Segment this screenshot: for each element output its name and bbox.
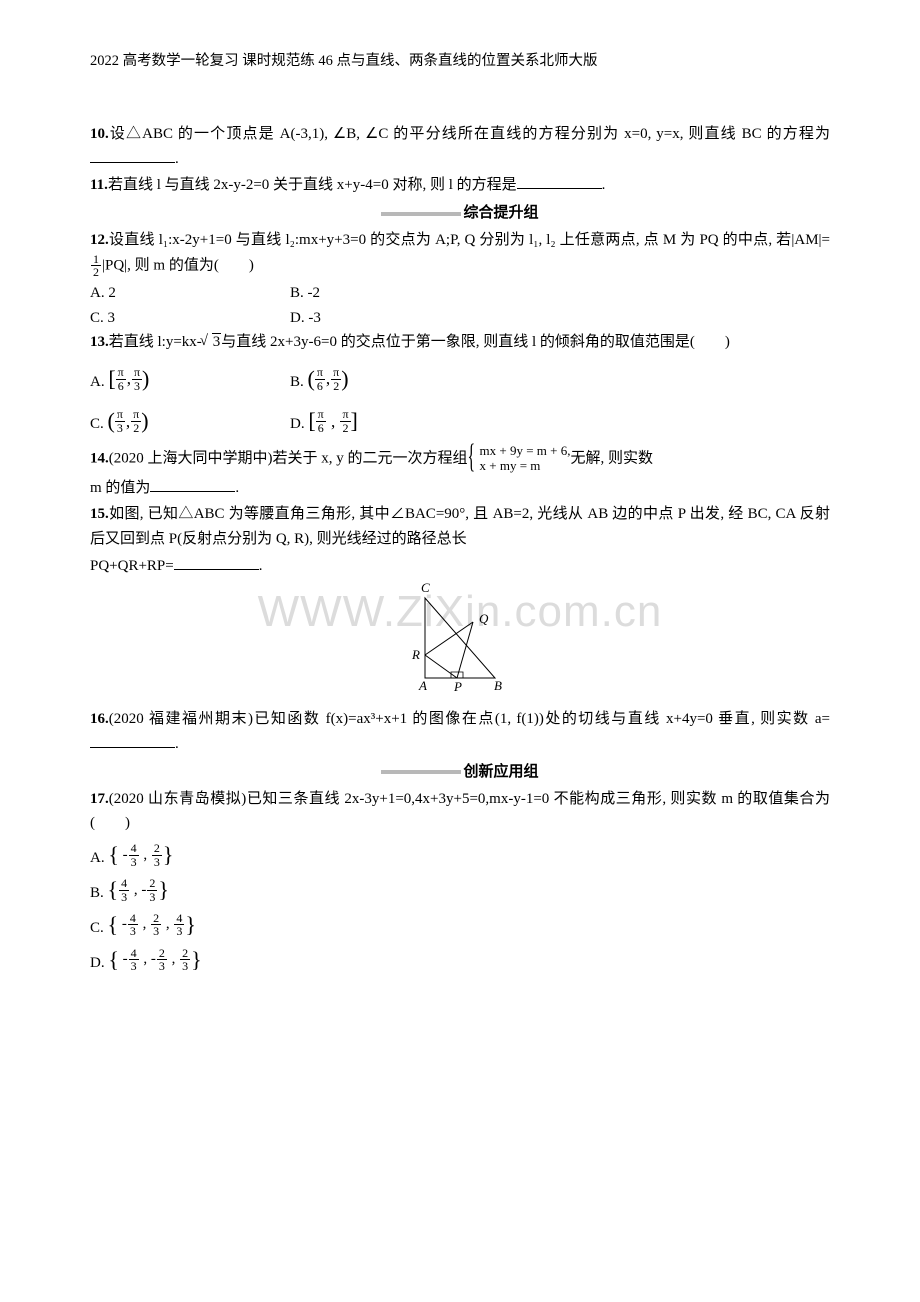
q15-text-a: 如图, 已知△ABC 为等腰直角三角形, 其中∠BAC=90°, 且 AB=2,… <box>90 506 830 547</box>
section-title-1: 综合提升组 <box>463 205 538 221</box>
q12-opt-a: A. 2 <box>90 281 290 306</box>
triangle-diagram: C Q R A P B <box>395 583 525 693</box>
q15-figure: C Q R A P B <box>90 583 830 702</box>
svg-text:B: B <box>494 678 502 693</box>
q13-num: 13. <box>90 334 109 350</box>
q13-opt-c: C. (π3,π2) <box>90 403 290 439</box>
q15-text-b: PQ+QR+RP= <box>90 558 174 574</box>
q13-sqrt: 3 <box>202 330 222 355</box>
q12-options: A. 2 B. -2 <box>90 281 830 306</box>
q12-num: 12. <box>90 232 109 248</box>
section-comprehensive: 综合提升组 <box>90 201 830 226</box>
q15-blank <box>174 554 259 570</box>
q16-text-b: . <box>175 736 179 752</box>
q17-options: A. { -43 , 23} B. {43 , -23} C. { -43 , … <box>90 842 830 975</box>
svg-text:A: A <box>418 678 427 693</box>
q13-opt-a: A. [π6,π3) <box>90 361 290 397</box>
q14b: m 的值为. <box>90 476 830 501</box>
q13-opt-b: B. (π6,π2) <box>290 361 490 397</box>
q17-num: 17. <box>90 791 109 807</box>
q10: 10.设△ABC 的一个顶点是 A(-3,1), ∠B, ∠C 的平分线所在直线… <box>90 122 830 172</box>
q10-text-a: 设△ABC 的一个顶点是 A(-3,1), ∠B, ∠C 的平分线所在直线的方程… <box>109 126 705 142</box>
q17-opt-b: B. {43 , -23} <box>90 877 830 906</box>
q16: 16.(2020 福建福州期末)已知函数 f(x)=ax³+x+1 的图像在点(… <box>90 707 830 757</box>
q17-opt-c: C. { -43 , 23 , 43} <box>90 912 830 941</box>
q10-text-c: . <box>175 151 179 167</box>
page-header: 2022 高考数学一轮复习 课时规范练 46 点与直线、两条直线的位置关系北师大… <box>90 50 830 74</box>
q15-text-c: . <box>259 558 263 574</box>
section-title-2: 创新应用组 <box>463 764 538 780</box>
q16-blank <box>90 732 175 748</box>
q12-opt-d: D. -3 <box>290 306 490 331</box>
q16-text-a: (2020 福建福州期末)已知函数 f(x)=ax³+x+1 的图像在点(1, … <box>109 711 830 727</box>
q14: 14.(2020 上海大同中学期中)若关于 x, y 的二元一次方程组mx + … <box>90 444 830 474</box>
q12-opt-c: C. 3 <box>90 306 290 331</box>
q10-text-b: 直线 BC 的方程为 <box>705 126 831 142</box>
q12-options-2: C. 3 D. -3 <box>90 306 830 331</box>
q13-options-1: A. [π6,π3) B. (π6,π2) <box>90 361 830 397</box>
q15b: PQ+QR+RP=. <box>90 554 830 579</box>
section-bar-2 <box>381 770 461 774</box>
q14-text-a: (2020 上海大同中学期中)若关于 x, y 的二元一次方程组 <box>109 450 468 466</box>
q12-text-a: 设直线 l₁:x-2y+1=0 与直线 l₂:mx+y+3=0 的交点为 A;P… <box>109 232 830 248</box>
q11-text: 若直线 l 与直线 2x-y-2=0 关于直线 x+y-4=0 对称, 则 l … <box>108 177 517 193</box>
q14-blank <box>150 476 235 492</box>
q17: 17.(2020 山东青岛模拟)已知三条直线 2x-3y+1=0,4x+3y+5… <box>90 787 830 837</box>
q17-text-a: (2020 山东青岛模拟)已知三条直线 2x-3y+1=0,4x+3y+5=0,… <box>90 791 830 832</box>
q11-blank <box>517 173 602 189</box>
q11-text-end: . <box>602 177 606 193</box>
q12-opt-b: B. -2 <box>290 281 490 306</box>
q14-num: 14. <box>90 450 109 466</box>
svg-text:R: R <box>411 647 420 662</box>
q16-num: 16. <box>90 711 109 727</box>
q14-text-d: . <box>235 480 239 496</box>
q17-opt-a: A. { -43 , 23} <box>90 842 830 871</box>
q14-text-c: m 的值为 <box>90 480 150 496</box>
q13-text-a: 若直线 l:y=kx- <box>109 334 202 350</box>
q12-text-b: |PQ|, 则 m 的值为( ) <box>102 257 254 273</box>
svg-text:P: P <box>453 679 462 693</box>
q10-num: 10. <box>90 126 109 142</box>
q12: 12.设直线 l₁:x-2y+1=0 与直线 l₂:mx+y+3=0 的交点为 … <box>90 228 830 279</box>
q10-blank <box>90 147 175 163</box>
q14-cases: mx + 9y = m + 6,x + my = m <box>468 444 571 474</box>
section-bar <box>381 212 461 216</box>
q11: 11.若直线 l 与直线 2x-y-2=0 关于直线 x+y-4=0 对称, 则… <box>90 173 830 198</box>
q12-frac: 12 <box>91 253 101 279</box>
svg-text:C: C <box>421 583 430 595</box>
q13-opt-d: D. [π6 , π2] <box>290 403 490 439</box>
svg-text:Q: Q <box>479 611 489 626</box>
q17-opt-d: D. { -43 , -23 , 23} <box>90 947 830 976</box>
q13-text-b: 与直线 2x+3y-6=0 的交点位于第一象限, 则直线 l 的倾斜角的取值范围… <box>221 334 730 350</box>
q11-num: 11. <box>90 177 108 193</box>
q15-num: 15. <box>90 506 109 522</box>
q15: 15.如图, 已知△ABC 为等腰直角三角形, 其中∠BAC=90°, 且 AB… <box>90 502 830 552</box>
q13-options-2: C. (π3,π2) D. [π6 , π2] <box>90 403 830 439</box>
q13: 13.若直线 l:y=kx-3与直线 2x+3y-6=0 的交点位于第一象限, … <box>90 330 830 355</box>
section-innovation: 创新应用组 <box>90 760 830 785</box>
q14-text-b: 无解, 则实数 <box>570 450 653 466</box>
